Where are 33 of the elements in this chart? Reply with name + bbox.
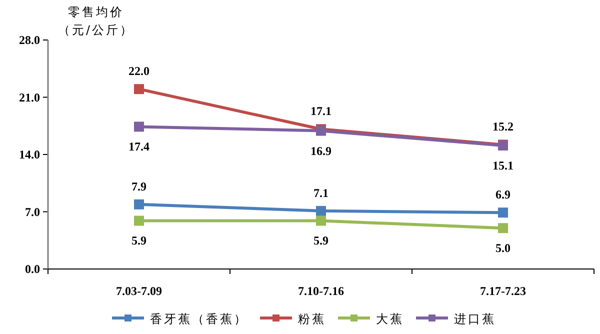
point (134, 84, 144, 94)
point (134, 122, 144, 132)
legend-label: 粉蕉 (298, 312, 326, 326)
data-label: 17.1 (310, 104, 332, 118)
y-tick-label: 14.0 (19, 148, 40, 162)
data-label: 6.9 (496, 188, 510, 202)
data-label: 15.2 (492, 120, 514, 134)
legend-label: 香牙蕉（香蕉） (150, 312, 248, 326)
data-label: 22.0 (128, 64, 150, 78)
data-label: 5.0 (496, 241, 510, 256)
point (134, 216, 144, 226)
x-tick-label: 7.17-7.23 (480, 284, 526, 298)
data-label: 5.9 (132, 234, 146, 248)
data-label: 16.9 (310, 144, 332, 158)
point (316, 216, 326, 226)
point (498, 223, 508, 234)
point (134, 199, 144, 210)
y-axis-title: 零售均价（元/公斤） (58, 5, 134, 37)
legend-label: 大蕉 (376, 312, 404, 326)
point (316, 206, 326, 216)
point (498, 208, 508, 218)
data-label: 5.9 (314, 234, 328, 248)
y-tick-label: 28.0 (19, 33, 40, 47)
y-tick-label: 0.0 (25, 262, 40, 276)
data-label: 7.9 (132, 179, 146, 194)
legend-label: 进口蕉 (454, 312, 496, 326)
y-tick-label: 21.0 (19, 90, 40, 104)
data-label: 17.4 (128, 140, 150, 154)
data-label: 7.1 (314, 186, 328, 200)
x-tick-label: 7.10-7.16 (298, 284, 344, 298)
x-tick-label: 7.03-7.09 (116, 284, 162, 298)
y-tick-label: 7.0 (25, 204, 40, 219)
data-label: 15.1 (492, 158, 514, 173)
